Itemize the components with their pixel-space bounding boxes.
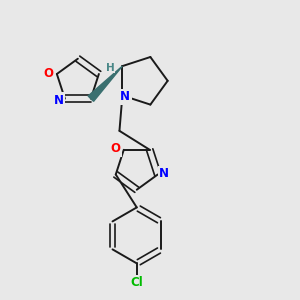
Polygon shape [88,66,122,101]
Text: N: N [54,94,64,106]
Text: N: N [159,167,169,180]
Text: H: H [106,63,114,73]
Text: O: O [44,67,54,80]
Text: Cl: Cl [130,276,143,289]
Text: O: O [110,142,121,155]
Text: N: N [120,91,130,103]
